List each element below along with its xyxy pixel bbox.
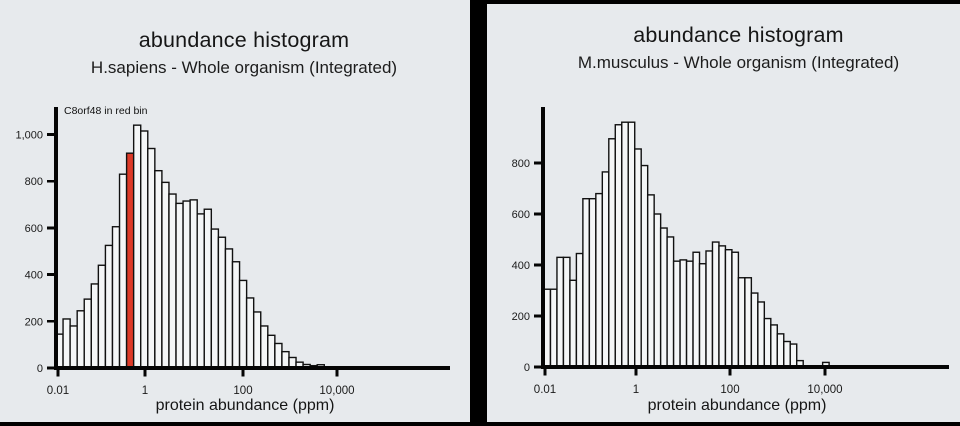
svg-text:800: 800 bbox=[512, 158, 530, 170]
svg-text:10,000: 10,000 bbox=[319, 385, 354, 397]
svg-text:0.01: 0.01 bbox=[534, 384, 556, 396]
svg-text:0: 0 bbox=[524, 362, 530, 374]
svg-text:1: 1 bbox=[633, 384, 639, 396]
panel-hsapiens: 0 200 400 600 800 1,000 0.01 1 100 10,000 abundan… bbox=[0, 0, 470, 426]
svg-text:100: 100 bbox=[233, 385, 252, 397]
panel-divider bbox=[470, 0, 487, 426]
x-axis-label-hsapiens: protein abundance (ppm) bbox=[155, 397, 335, 414]
svg-text:200: 200 bbox=[25, 316, 43, 328]
svg-text:10,000: 10,000 bbox=[807, 384, 842, 396]
svg-text:200: 200 bbox=[512, 311, 530, 323]
chart-title-hsapiens: abundance histogram bbox=[138, 28, 350, 52]
svg-text:0: 0 bbox=[37, 363, 43, 375]
bottom-edge-strip bbox=[0, 422, 960, 426]
top-edge-strip bbox=[487, 0, 960, 4]
svg-text:600: 600 bbox=[25, 223, 43, 235]
panel-mmusculus: 0 200 400 600 800 0.01 1 100 10,000 abundance hi… bbox=[487, 0, 960, 426]
histogram-hsapiens: 0 200 400 600 800 1,000 0.01 1 100 10,000 bbox=[15, 107, 450, 397]
svg-text:0.01: 0.01 bbox=[47, 385, 69, 397]
chart-title-mmusculus: abundance histogram bbox=[633, 23, 844, 47]
chart-subtitle-mmusculus: M.musculus - Whole organism (Integrated) bbox=[577, 53, 900, 72]
svg-text:1: 1 bbox=[142, 385, 148, 397]
svg-text:800: 800 bbox=[25, 176, 43, 188]
chart-subtitle-hsapiens: H.sapiens - Whole organism (Integrated) bbox=[90, 58, 398, 77]
histogram-mmusculus: 0 200 400 600 800 0.01 1 100 10,000 bbox=[512, 107, 949, 396]
svg-text:400: 400 bbox=[25, 270, 43, 282]
svg-text:100: 100 bbox=[720, 384, 739, 396]
x-axis-label-mmusculus: protein abundance (ppm) bbox=[647, 397, 827, 414]
svg-text:600: 600 bbox=[512, 209, 530, 221]
red-bin-annotation: C8orf48 in red bin bbox=[64, 105, 148, 117]
svg-text:400: 400 bbox=[512, 260, 530, 272]
svg-text:1,000: 1,000 bbox=[15, 130, 43, 142]
